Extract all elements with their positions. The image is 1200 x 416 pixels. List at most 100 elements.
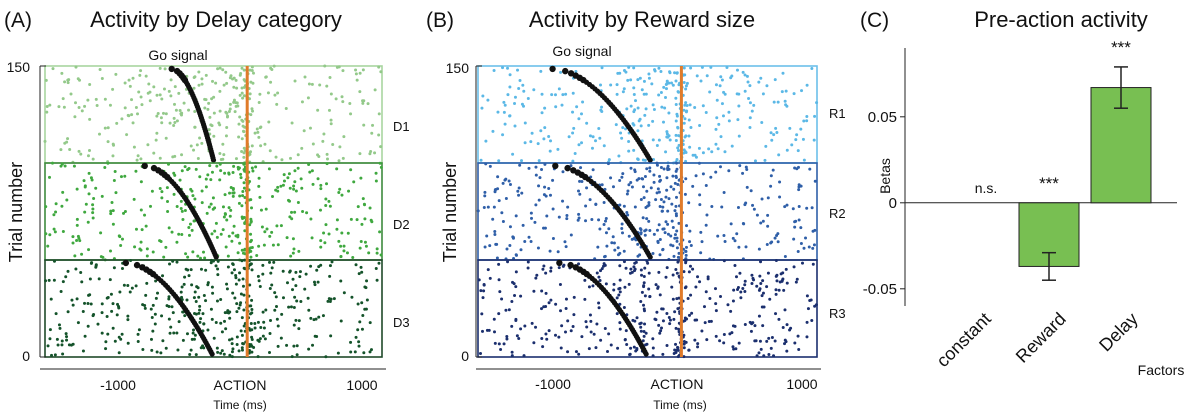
spike-dot bbox=[694, 155, 698, 159]
spike-dot bbox=[149, 337, 153, 341]
spike-dot bbox=[325, 162, 329, 166]
spike-dot bbox=[543, 162, 547, 166]
panel-b-ytick-0: 0 bbox=[461, 348, 469, 364]
spike-dot bbox=[100, 331, 104, 335]
spike-dot bbox=[198, 304, 202, 308]
spike-dot bbox=[647, 201, 651, 205]
spike-dot bbox=[579, 166, 583, 170]
spike-dot bbox=[603, 254, 607, 258]
spike-dot bbox=[349, 340, 353, 344]
spike-dot bbox=[597, 275, 601, 279]
spike-dot bbox=[500, 297, 504, 301]
spike-dot bbox=[337, 159, 341, 163]
spike-dot bbox=[250, 206, 254, 210]
spike-dot bbox=[665, 176, 669, 180]
spike-dot bbox=[642, 281, 646, 285]
spike-dot bbox=[143, 304, 147, 308]
spike-dot bbox=[746, 80, 750, 84]
spike-dot bbox=[607, 158, 611, 162]
spike-dot bbox=[673, 233, 677, 237]
spike-dot bbox=[214, 264, 218, 268]
spike-dot bbox=[632, 345, 636, 349]
spike-dot bbox=[243, 161, 247, 165]
spike-dot bbox=[99, 231, 103, 235]
spike-dot bbox=[206, 283, 210, 287]
spike-dot bbox=[216, 273, 220, 277]
spike-dot bbox=[325, 182, 329, 186]
spike-dot bbox=[234, 282, 238, 286]
spike-dot bbox=[241, 119, 245, 123]
spike-dot bbox=[726, 303, 730, 307]
spike-dot bbox=[661, 205, 665, 209]
spike-dot bbox=[69, 343, 73, 347]
spike-dot bbox=[70, 298, 74, 302]
spike-dot bbox=[176, 348, 180, 352]
spike-dot bbox=[240, 66, 244, 70]
spike-dot bbox=[212, 336, 216, 340]
panel-a-letter: (A) bbox=[4, 9, 32, 32]
spike-dot bbox=[493, 230, 497, 234]
spike-dot bbox=[655, 310, 659, 314]
spike-dot bbox=[649, 186, 653, 190]
spike-dot bbox=[200, 189, 204, 193]
spike-dot bbox=[123, 174, 127, 178]
spike-dot bbox=[240, 91, 244, 95]
spike-dot bbox=[483, 190, 487, 194]
spike-dot bbox=[256, 320, 260, 324]
spike-dot bbox=[89, 302, 93, 306]
spike-dot bbox=[113, 339, 117, 343]
spike-dot bbox=[514, 253, 518, 257]
spike-dot bbox=[710, 150, 714, 154]
spike-dot bbox=[727, 169, 731, 173]
spike-dot bbox=[752, 103, 756, 107]
spike-dot bbox=[747, 97, 751, 101]
spike-dot bbox=[707, 319, 711, 323]
spike-dot bbox=[676, 355, 680, 359]
spike-dot bbox=[275, 317, 279, 321]
spike-dot bbox=[52, 278, 56, 282]
spike-dot bbox=[231, 231, 235, 235]
spike-dot bbox=[718, 84, 722, 88]
spike-dot bbox=[751, 203, 755, 207]
spike-dot bbox=[647, 72, 651, 76]
spike-dot bbox=[139, 180, 143, 184]
spike-dot bbox=[595, 322, 599, 326]
spike-dot bbox=[741, 171, 745, 175]
spike-dot bbox=[788, 328, 792, 332]
spike-dot bbox=[44, 78, 48, 82]
spike-dot bbox=[604, 231, 608, 235]
spike-dot bbox=[595, 271, 599, 275]
category-label: constant bbox=[933, 309, 995, 371]
spike-dot bbox=[673, 71, 677, 75]
spike-dot bbox=[64, 332, 68, 336]
spike-dot bbox=[772, 100, 776, 104]
spike-dot bbox=[266, 91, 270, 95]
go-signal-marker bbox=[562, 67, 569, 75]
spike-dot bbox=[100, 77, 104, 81]
spike-dot bbox=[621, 172, 625, 176]
spike-dot bbox=[538, 176, 542, 180]
spike-dot bbox=[289, 156, 293, 160]
spike-dot bbox=[290, 210, 294, 214]
go-signal-marker bbox=[647, 157, 653, 163]
spike-dot bbox=[379, 165, 383, 169]
spike-dot bbox=[362, 123, 366, 127]
spike-dot bbox=[544, 332, 548, 336]
spike-dot bbox=[801, 137, 805, 141]
spike-dot bbox=[737, 92, 741, 96]
spike-dot bbox=[739, 296, 743, 300]
spike-dot bbox=[675, 236, 679, 240]
spike-dot bbox=[210, 285, 214, 289]
spike-dot bbox=[91, 211, 95, 215]
spike-dot bbox=[374, 171, 378, 175]
spike-dot bbox=[164, 112, 168, 116]
spike-dot bbox=[295, 353, 299, 357]
spike-dot bbox=[572, 295, 576, 299]
spike-dot bbox=[199, 317, 203, 321]
spike-dot bbox=[720, 102, 724, 106]
spike-dot bbox=[539, 69, 543, 73]
spike-dot bbox=[235, 343, 239, 347]
spike-dot bbox=[549, 298, 553, 302]
spike-dot bbox=[279, 184, 283, 188]
